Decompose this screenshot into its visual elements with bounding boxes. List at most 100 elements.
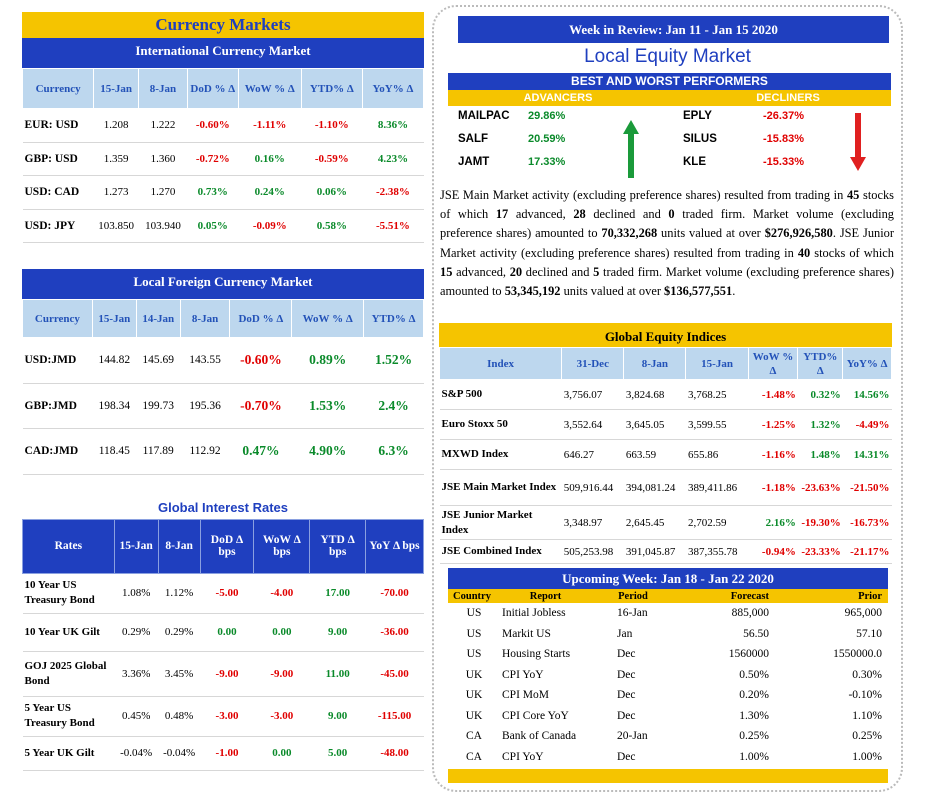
table-cell: -45.00	[365, 651, 424, 697]
table-cell: 199.73	[136, 383, 181, 429]
table-cell: JSE Combined Index	[439, 539, 562, 564]
table-cell: 145.69	[136, 337, 181, 384]
decliner-change: -15.83%	[763, 133, 804, 145]
summary-figure: 40	[797, 245, 811, 260]
column-header: 8-Jan	[138, 68, 188, 109]
table-cell: 11.00	[309, 651, 366, 697]
table-cell: 0.32%	[797, 379, 843, 410]
table-row: CAD:JMD 118.45 117.89 112.92 0.47% 4.90% 6.3%	[22, 428, 424, 475]
summary-text: . JSE Junior Market activity (excluding …	[440, 226, 894, 260]
decliner-change: -15.33%	[763, 156, 804, 168]
table-cell: 3,599.55	[685, 409, 749, 440]
advancer-change: 20.59%	[528, 133, 566, 145]
table-cell: Initial Jobless	[502, 607, 566, 620]
table-cell: CA	[466, 750, 482, 763]
table-cell: 8.36%	[362, 108, 424, 143]
table-cell: 1.270	[138, 175, 188, 210]
table-cell: 16-Jan	[617, 607, 648, 620]
table-cell: -9.00	[200, 651, 254, 697]
decliner-name: EPLY	[683, 110, 712, 122]
table-cell: 4.90%	[291, 428, 364, 475]
summary-figure: 5	[593, 264, 600, 279]
table-cell: USD: CAD	[22, 175, 94, 210]
table-cell: 0.20%	[739, 689, 769, 702]
table-cell: -4.00	[253, 573, 310, 614]
table-cell: 1.360	[138, 142, 188, 176]
table-cell: 103.940	[138, 209, 188, 243]
table-row: Euro Stoxx 50 3,552.64 3,645.05 3,599.55 -1.…	[439, 409, 892, 440]
table-cell: EUR: USD	[22, 108, 94, 143]
table-cell: 14.56%	[842, 379, 892, 410]
summary-text: JSE Main Market activity (excluding pref…	[440, 188, 847, 202]
upcoming-table: Country Report Period Forecast Prior US Initi…	[448, 589, 888, 767]
table-cell: 1.222	[138, 108, 188, 143]
table-cell: 118.45	[92, 428, 137, 475]
table-cell: 10 Year UK Gilt	[22, 613, 115, 652]
table-cell: 0.25%	[852, 730, 882, 743]
table-cell: CAD:JMD	[22, 428, 93, 475]
table-cell: 0.06%	[301, 175, 363, 210]
table-cell: Euro Stoxx 50	[439, 409, 562, 440]
summary-text: units valued at over	[657, 226, 765, 241]
column-header: Report	[529, 590, 562, 602]
decliners-label: DECLINERS	[756, 92, 820, 104]
table-cell: -70.00	[365, 573, 424, 614]
global-equity-table: Index 31-Dec 8-Jan 15-Jan WoW % Δ YTD% Δ YoY% …	[438, 347, 892, 564]
table-cell: -21.17%	[842, 539, 892, 564]
table-cell: 5 Year US Treasury Bond	[22, 696, 115, 737]
advancer-name: JAMT	[458, 156, 490, 168]
table-cell: 9.00	[309, 613, 366, 652]
table-cell: -115.00	[365, 696, 424, 737]
table-row: GBP:JMD 198.34 199.73 195.36 -0.70% 1.53% 2.4%	[22, 383, 424, 429]
table-cell: -0.10%	[848, 689, 882, 702]
table-row: CA CPI YoY Dec 1.00% 1.00%	[448, 747, 888, 768]
table-row: CA Bank of Canada 20-Jan 0.25% 0.25%	[448, 726, 888, 747]
table-cell: 1.10%	[852, 709, 882, 722]
market-summary: JSE Main Market activity (excluding pref…	[440, 186, 894, 301]
summary-text: declined and	[585, 207, 669, 222]
column-header: Currency	[21, 68, 95, 109]
table-cell: 0.29%	[114, 613, 159, 652]
column-header: DoD Δ bps	[199, 518, 255, 574]
table-cell: CA	[466, 730, 482, 743]
upcoming-title: Upcoming Week: Jan 18 - Jan 22 2020	[448, 568, 888, 589]
summary-text: traded firm. Market volume (excluding pr…	[440, 264, 894, 299]
table-cell: Bank of Canada	[502, 730, 577, 743]
local-equity-title: Local Equity Market	[584, 46, 751, 67]
column-header: 15-Jan	[113, 518, 159, 574]
table-cell: 17.00	[309, 573, 366, 614]
table-row: S&P 500 3,756.07 3,824.68 3,768.25 -1.48% 0.3…	[439, 379, 892, 410]
table-cell: 394,081.24	[623, 469, 686, 506]
table-cell: 2.16%	[748, 505, 798, 540]
column-header: WoW Δ bps	[253, 518, 311, 574]
table-cell: -1.25%	[748, 409, 798, 440]
table-cell: -23.63%	[797, 469, 843, 506]
column-header: Country	[453, 590, 491, 602]
table-cell: UK	[465, 709, 483, 722]
currency-markets-title: Currency Markets	[22, 12, 424, 38]
table-cell: S&P 500	[439, 379, 562, 410]
table-cell: 0.29%	[158, 613, 201, 652]
table-row: EUR: USD 1.208 1.222 -0.60% -1.11% -1.10% 8.36…	[22, 108, 424, 143]
table-cell: 1.32%	[797, 409, 843, 440]
table-cell: 646.27	[561, 439, 624, 470]
upcoming-footer-bar	[448, 769, 888, 783]
table-row: 5 Year UK Gilt -0.04% -0.04% -1.00 0.00 5.00-…	[22, 736, 424, 771]
column-header: YTD% Δ	[300, 68, 363, 109]
table-cell: 0.30%	[852, 668, 882, 681]
table-cell: 3,824.68	[623, 379, 686, 410]
column-header: 31-Dec	[561, 347, 625, 380]
table-cell: -3.00	[200, 696, 254, 737]
decliner-name: KLE	[683, 156, 706, 168]
column-header: YoY% Δ	[842, 347, 892, 380]
table-cell: 0.24%	[238, 175, 302, 210]
table-cell: 144.82	[92, 337, 137, 384]
table-cell: 3.45%	[158, 651, 201, 697]
table-cell: Housing Starts	[502, 648, 571, 661]
table-cell: -5.51%	[362, 209, 424, 243]
summary-figure: 20	[509, 264, 523, 279]
table-cell: 5 Year UK Gilt	[22, 736, 115, 771]
table-cell: -1.11%	[238, 108, 302, 143]
